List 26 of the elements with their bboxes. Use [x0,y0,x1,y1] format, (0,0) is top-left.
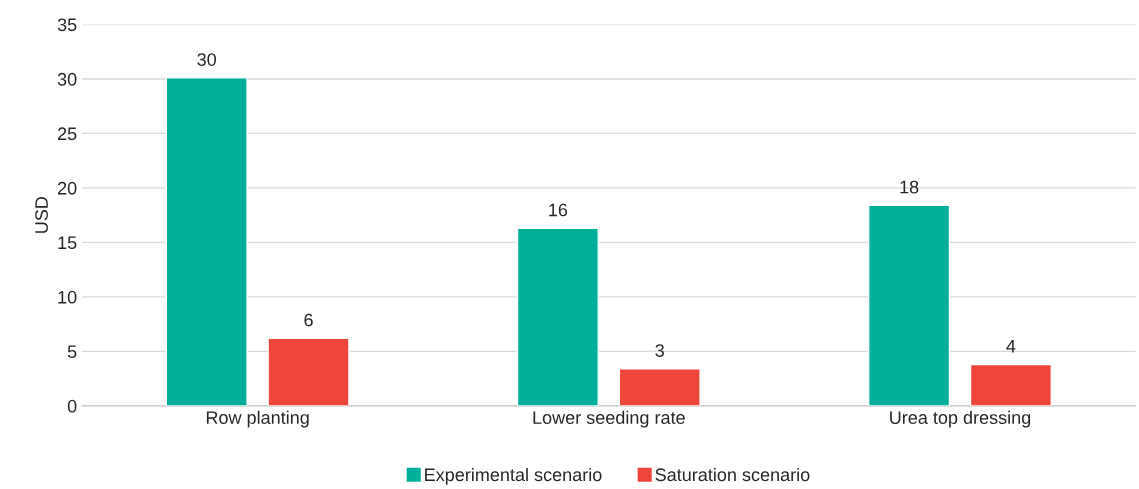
y-axis-title: USD [35,196,48,233]
y-tick-label: 10 [58,290,77,304]
legend-label: Experimental scenario [425,467,602,485]
legend-label: Saturation scenario [655,467,810,482]
x-tick-label: Urea top dressing [890,410,1031,428]
data-label: 16 [549,203,568,217]
y-tick-label: 0 [67,399,77,413]
bar [267,337,350,406]
y-tick-label: 20 [57,181,77,195]
y-tick-label: 30 [57,72,77,86]
data-label: 18 [900,180,919,194]
data-label: 30 [197,53,217,66]
y-tick-label: 5 [67,345,77,359]
x-tick-label: Row planting [206,410,309,428]
data-label: 6 [304,313,313,327]
y-tick-label: 25 [57,127,77,141]
bar [516,227,599,406]
y-tick-label: 15 [58,236,77,250]
bar [618,368,701,406]
data-label: 4 [1006,339,1016,353]
data-label: 3 [655,344,664,357]
x-tick-label: Lower seeding rate [533,410,685,428]
bar [867,204,951,406]
y-tick-label: 35 [57,18,77,32]
bar [969,363,1052,406]
bar [165,77,248,406]
